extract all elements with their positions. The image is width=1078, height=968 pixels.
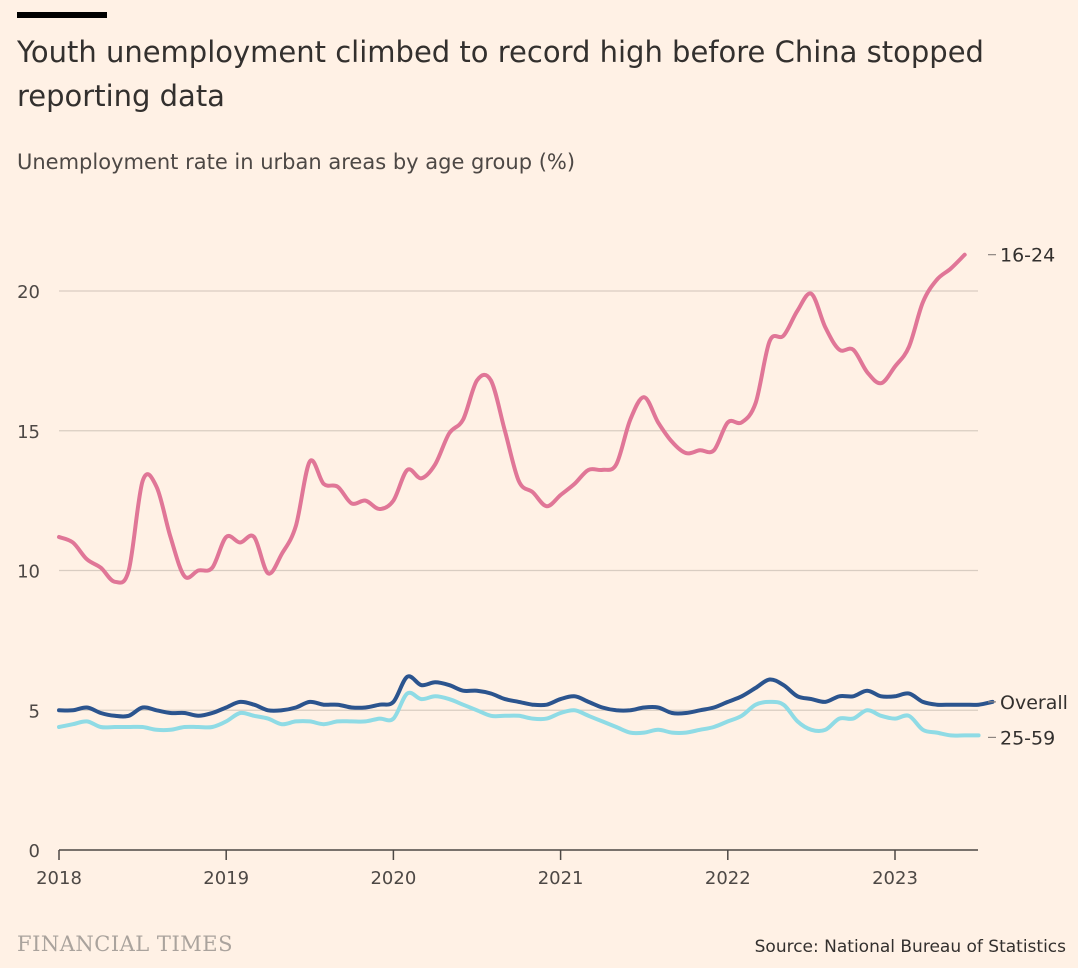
series-label-16-24: 16-24	[1000, 245, 1055, 267]
chart-title: Youth unemployment climbed to record hig…	[17, 35, 984, 113]
y-axis-ticks: 0 5 10 15 20	[17, 282, 40, 862]
y-tick-label: 15	[17, 422, 40, 443]
source-note: Source: National Bureau of Statistics	[754, 937, 1066, 957]
y-tick-label: 20	[17, 282, 40, 303]
x-tick-label: 2019	[203, 868, 249, 889]
chart-subtitle: Unemployment rate in urban areas by age …	[17, 150, 576, 174]
series-line-25-59	[57, 690, 981, 738]
series-label-overall: Overall	[1000, 692, 1068, 714]
series-line-overall	[57, 674, 995, 719]
x-axis: 2018 2019 2020 2021 2022 2023	[36, 849, 978, 889]
ft-accent-bar	[17, 12, 107, 18]
y-tick-label: 10	[17, 562, 40, 583]
y-tick-label: 5	[29, 701, 40, 722]
series-labels: 16-24 Overall 25-59	[988, 245, 1068, 749]
x-tick-label: 2018	[36, 868, 82, 889]
x-tick-label: 2022	[705, 868, 751, 889]
series-label-25-59: 25-59	[1000, 727, 1055, 749]
x-tick-label: 2020	[370, 868, 416, 889]
ft-logo: FINANCIAL TIMES	[17, 932, 233, 956]
chart-gridlines	[59, 290, 978, 711]
y-tick-label: 0	[29, 841, 40, 862]
x-tick-label: 2021	[538, 868, 584, 889]
x-tick-label: 2023	[872, 868, 918, 889]
chart-series	[57, 252, 995, 738]
series-line-16-24	[57, 252, 967, 585]
